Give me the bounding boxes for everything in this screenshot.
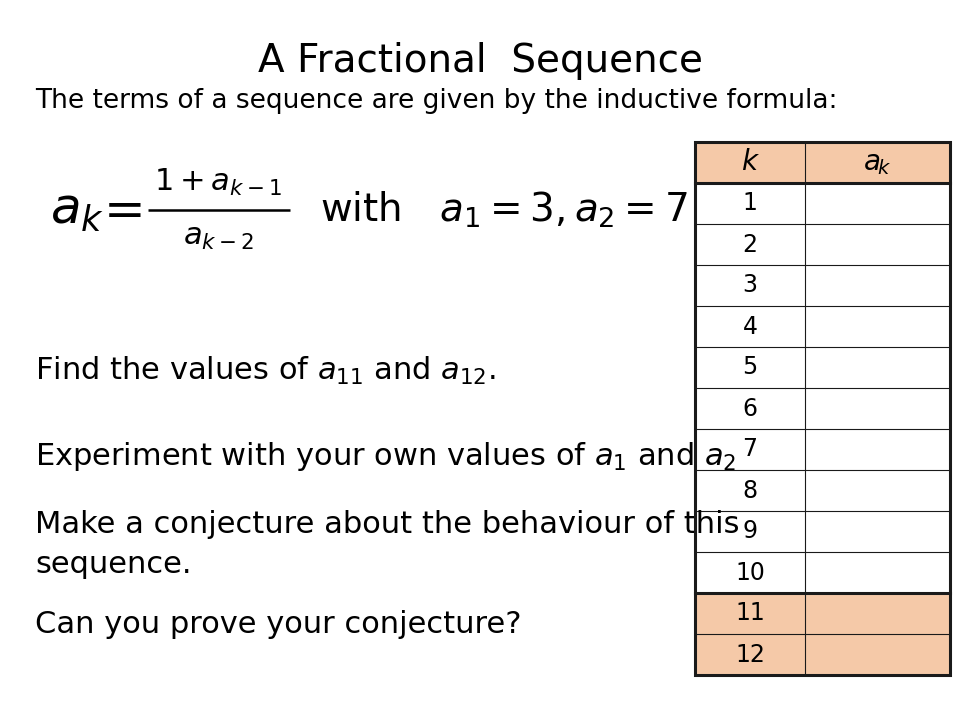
Bar [695, 347, 950, 388]
Bar [695, 511, 950, 552]
Bar [695, 470, 950, 511]
Bar [695, 388, 950, 429]
Text: 11: 11 [735, 601, 765, 626]
Text: Find the values of $a_{11}$ and $a_{12}$.: Find the values of $a_{11}$ and $a_{12}$… [35, 355, 495, 387]
Bar [695, 429, 950, 470]
Text: 7: 7 [742, 438, 757, 462]
Text: 1: 1 [743, 192, 757, 215]
Text: $=$: $=$ [94, 186, 142, 234]
Text: Can you prove your conjecture?: Can you prove your conjecture? [35, 610, 521, 639]
Bar [695, 593, 950, 634]
Text: sequence.: sequence. [35, 550, 191, 579]
Bar [695, 552, 950, 593]
Text: A Fractional  Sequence: A Fractional Sequence [257, 42, 703, 80]
Text: 8: 8 [742, 479, 757, 503]
Text: 5: 5 [742, 356, 757, 379]
Bar [695, 306, 950, 347]
Text: $a_{k-2}$: $a_{k-2}$ [182, 223, 253, 253]
Text: 3: 3 [742, 274, 757, 297]
Text: 10: 10 [735, 560, 765, 585]
Text: 9: 9 [742, 520, 757, 544]
Text: $a_k$: $a_k$ [50, 186, 104, 234]
Bar [695, 265, 950, 306]
Text: The terms of a sequence are given by the inductive formula:: The terms of a sequence are given by the… [35, 88, 837, 114]
Text: $1+a_{k-1}$: $1+a_{k-1}$ [155, 166, 282, 197]
Text: 4: 4 [742, 315, 757, 338]
Text: 12: 12 [735, 642, 765, 667]
Bar [695, 224, 950, 265]
Bar [695, 142, 950, 675]
Text: 6: 6 [742, 397, 757, 420]
Text: 2: 2 [742, 233, 757, 256]
Bar [695, 634, 950, 675]
Text: $\mathbf{\mathit{k}}$: $\mathbf{\mathit{k}}$ [740, 148, 759, 176]
Text: with   $a_1 = 3, a_2 = 7$: with $a_1 = 3, a_2 = 7$ [320, 190, 687, 230]
Text: Make a conjecture about the behaviour of this: Make a conjecture about the behaviour of… [35, 510, 739, 539]
Bar [695, 183, 950, 224]
Text: $\mathbf{\mathit{a}}_{\!\mathbf{\mathit{k}}}$: $\mathbf{\mathit{a}}_{\!\mathbf{\mathit{… [863, 148, 892, 176]
Bar [695, 142, 950, 183]
Text: Experiment with your own values of $a_1$ and $a_2$: Experiment with your own values of $a_1$… [35, 440, 736, 473]
